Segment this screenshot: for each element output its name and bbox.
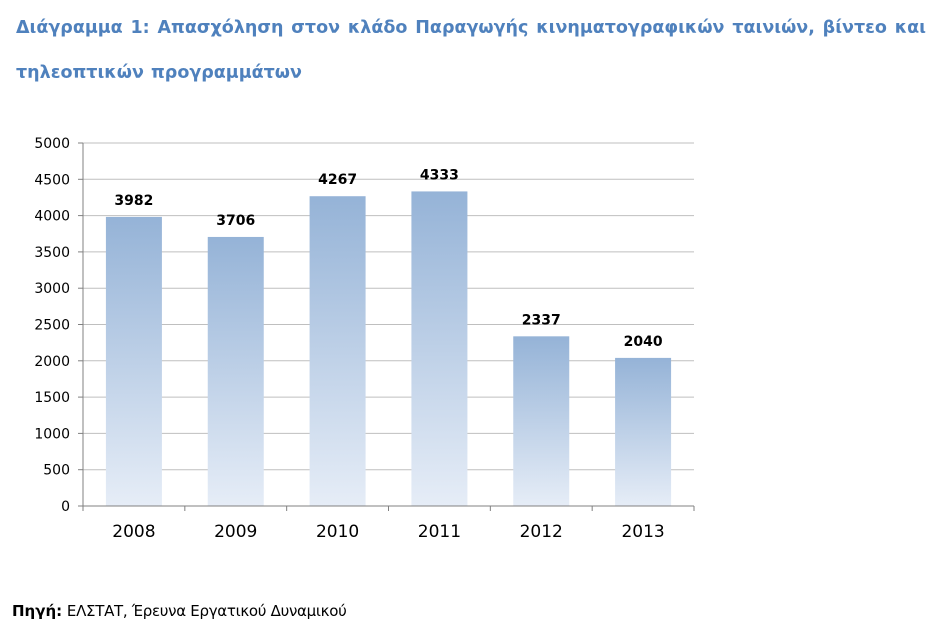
- y-tick-label: 2000: [34, 354, 70, 370]
- y-tick-label: 1500: [34, 390, 70, 406]
- data-label: 4267: [318, 172, 357, 188]
- x-tick-label: 2010: [316, 522, 359, 542]
- source-text: ΕΛΣΤΑΤ, Έρευνα Εργατικού Δυναμικού: [66, 602, 347, 620]
- x-tick-label: 2008: [112, 522, 155, 542]
- axes: [78, 142, 695, 511]
- y-tick-label: 4000: [34, 209, 70, 225]
- x-tick-label: 2012: [520, 522, 563, 542]
- y-tick-label: 3000: [34, 281, 70, 297]
- bars: [105, 191, 672, 506]
- y-tick-label: 2500: [34, 318, 70, 334]
- source-note: Πηγή: ΕΛΣΤΑΤ, Έρευνα Εργατικού Δυναμικού: [12, 602, 347, 620]
- labels: 0 500 1000 1500 2000 2500 3000 3500 4000 4500 5000…: [34, 136, 664, 542]
- source-label: Πηγή:: [12, 602, 63, 620]
- x-tick-label: 2009: [214, 522, 257, 542]
- y-tick-label: 1000: [34, 426, 70, 442]
- bar-2009: [207, 236, 264, 506]
- data-label: 4333: [420, 167, 459, 183]
- bar-2010: [309, 196, 366, 506]
- y-tick-label: 4500: [34, 172, 70, 188]
- data-label: 3706: [216, 213, 255, 229]
- x-tick-label: 2011: [418, 522, 461, 542]
- bar-2008: [105, 216, 162, 506]
- bar-2012: [513, 336, 570, 506]
- x-tick-label: 2013: [621, 522, 664, 542]
- chart-title: Διάγραμμα 1: Απασχόληση στον κλάδο Παραγ…: [16, 18, 926, 83]
- y-tick-label: 500: [43, 463, 70, 479]
- data-label: 3982: [114, 193, 153, 209]
- data-label: 2040: [624, 334, 663, 350]
- y-tick-label: 0: [61, 499, 70, 515]
- bar-2013: [615, 357, 672, 506]
- y-tick-label: 5000: [34, 136, 70, 152]
- data-label: 2337: [522, 312, 561, 328]
- bar-2011: [411, 191, 468, 506]
- gridlines: [83, 142, 694, 471]
- y-tick-label: 3500: [34, 245, 70, 261]
